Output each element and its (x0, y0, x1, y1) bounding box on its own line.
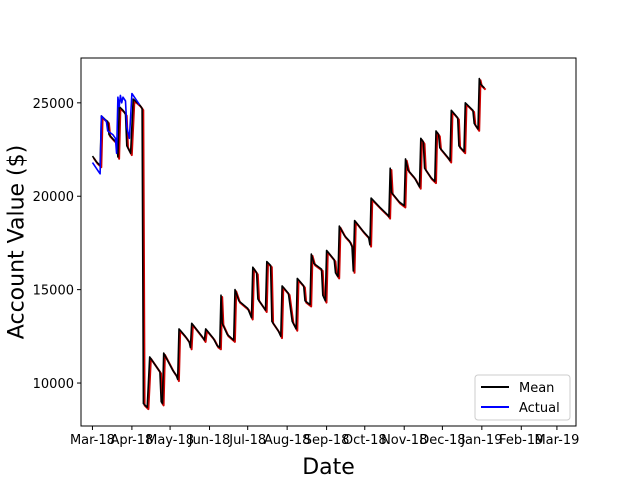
x-tick-label: Dec-18 (419, 433, 465, 448)
plot-frame (80, 57, 577, 427)
x-tick-label: Jun-18 (188, 433, 231, 448)
series-layer (91, 77, 485, 409)
y-tick-label: 25000 (33, 97, 74, 112)
legend-label-actual: Actual (519, 401, 560, 416)
x-tick-label: Sep-18 (304, 433, 350, 448)
x-tick-label: Apr-18 (110, 433, 153, 448)
x-axis-label: Date (302, 455, 355, 480)
x-tick-label: Jul-18 (228, 433, 266, 448)
y-tick-label: 20000 (33, 190, 74, 205)
axes-ticks: Mar-18Apr-18May-18Jun-18Jul-18Aug-18Sep-… (33, 97, 580, 448)
x-tick-label: Mar-19 (534, 433, 579, 448)
x-tick-label: Aug-18 (264, 433, 311, 448)
mean-series-line (91, 77, 485, 409)
legend-label-mean: Mean (519, 381, 554, 396)
x-tick-label: Feb-19 (499, 433, 543, 448)
actual-series-line (91, 92, 141, 175)
x-tick-label: Mar-18 (70, 433, 115, 448)
x-tick-label: Nov-18 (381, 433, 427, 448)
y-tick-label: 15000 (33, 284, 74, 299)
x-tick-label: Oct-18 (343, 433, 387, 448)
x-tick-label: May-18 (146, 433, 194, 448)
y-tick-label: 10000 (33, 377, 74, 392)
legend: Mean Actual (474, 374, 571, 421)
y-axis-label: Account Value ($) (5, 145, 30, 339)
x-tick-label: Jan-19 (460, 433, 502, 448)
